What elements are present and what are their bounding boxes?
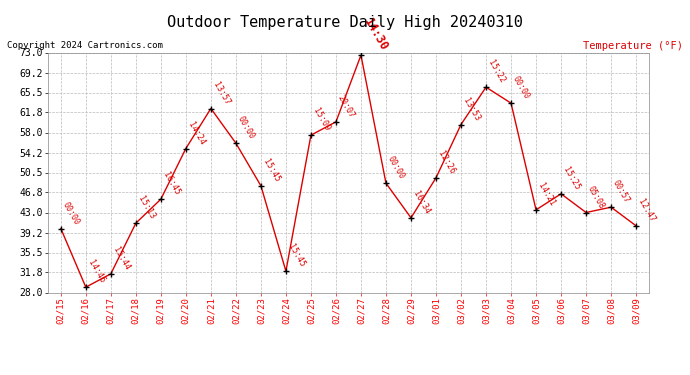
Text: 15:09: 15:09 [311,107,331,133]
Text: 00:00: 00:00 [386,155,406,181]
Text: 20:07: 20:07 [336,93,356,120]
Text: 00:57: 00:57 [611,179,631,205]
Text: 00:00: 00:00 [61,200,81,226]
Text: 14:21: 14:21 [536,182,556,208]
Text: 13:57: 13:57 [211,80,231,106]
Text: 15:22: 15:22 [486,59,506,85]
Text: 00:00: 00:00 [236,115,256,141]
Text: Outdoor Temperature Daily High 20240310: Outdoor Temperature Daily High 20240310 [167,15,523,30]
Text: 14:24: 14:24 [186,120,206,146]
Text: 12:26: 12:26 [436,150,456,176]
Text: 15:25: 15:25 [561,165,582,192]
Text: 15:44: 15:44 [111,246,131,272]
Text: 14:30: 14:30 [361,16,390,53]
Text: 05:08: 05:08 [586,184,607,210]
Text: 00:00: 00:00 [511,75,531,101]
Text: 16:45: 16:45 [161,171,181,197]
Text: 14:46: 14:46 [86,259,106,285]
Text: 15:13: 15:13 [136,195,156,221]
Text: Copyright 2024 Cartronics.com: Copyright 2024 Cartronics.com [7,41,163,50]
Text: 13:53: 13:53 [461,96,482,122]
Text: 15:45: 15:45 [286,243,306,269]
Text: 15:45: 15:45 [261,158,282,184]
Text: 12:47: 12:47 [636,198,656,224]
Text: Temperature (°F): Temperature (°F) [583,41,683,51]
Text: 16:34: 16:34 [411,189,431,216]
